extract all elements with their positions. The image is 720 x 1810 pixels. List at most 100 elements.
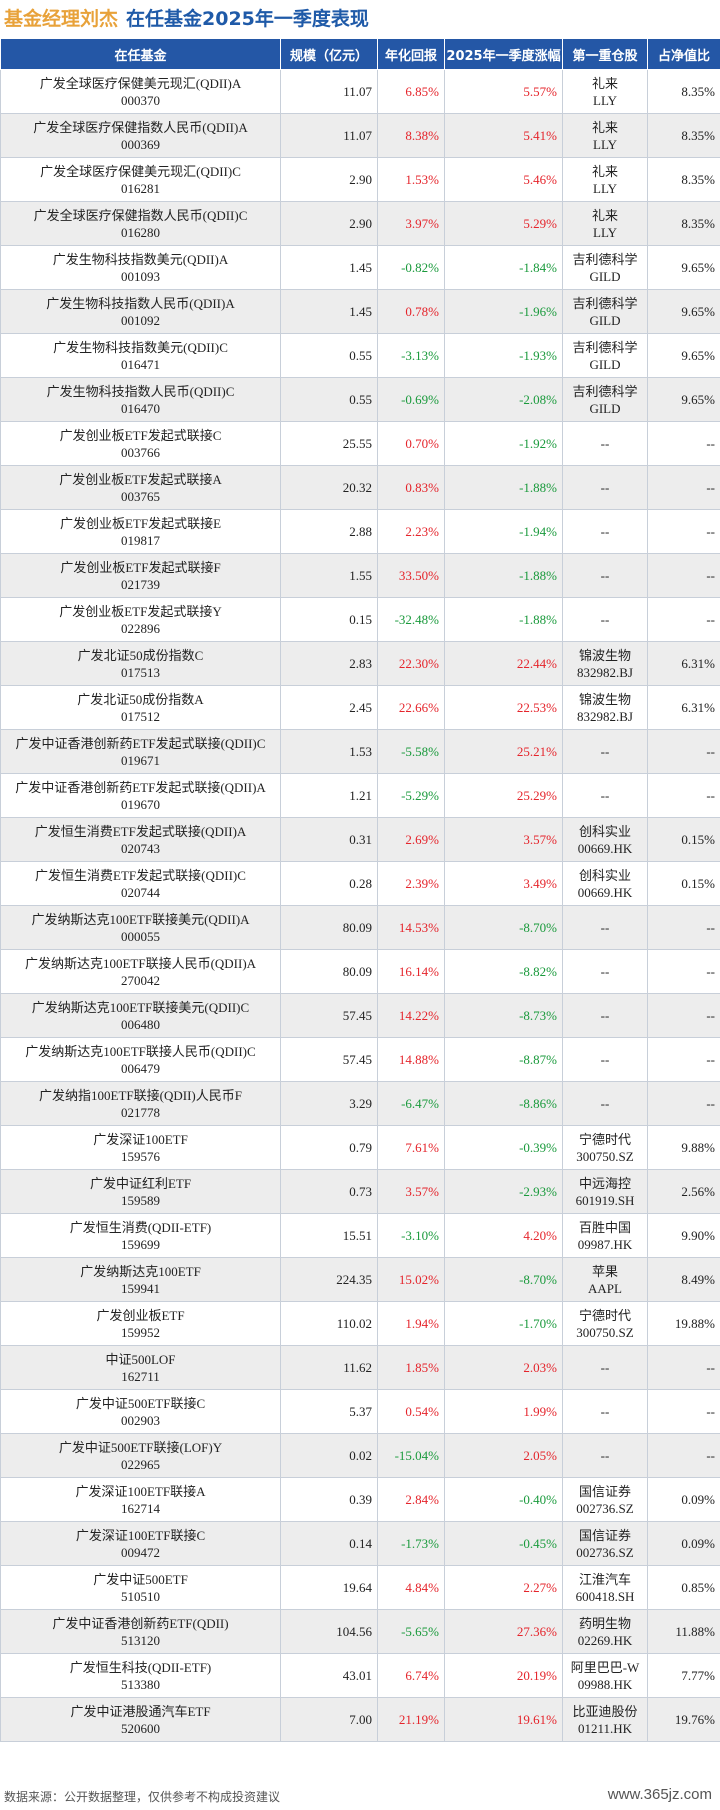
q1-change: 22.44% bbox=[444, 641, 563, 686]
table-row[interactable]: 广发创业板ETF发起式联接A 003765 20.32 0.83% -1.88% -- -- bbox=[0, 465, 720, 510]
table-row[interactable]: 广发深证100ETF联接C 009472 0.14 -1.73% -0.45% 国信证券 0… bbox=[0, 1521, 720, 1566]
top-holding-code: LLY bbox=[593, 92, 617, 108]
fund-name-cell: 广发中证500ETF联接C 002903 bbox=[0, 1389, 281, 1434]
col-header-q1-change[interactable]: 2025年一季度涨幅 bbox=[444, 38, 563, 70]
fund-name-cell: 广发创业板ETF发起式联接Y 022896 bbox=[0, 597, 281, 642]
table-row[interactable]: 广发生物科技指数人民币(QDII)A 001092 1.45 0.78% -1.96% 吉… bbox=[0, 289, 720, 334]
top-holding-cell: -- bbox=[562, 773, 648, 818]
fund-name-cell: 广发北证50成份指数A 017512 bbox=[0, 685, 281, 730]
table-row[interactable]: 广发全球医疗保健指数人民币(QDII)A 000369 11.07 8.38% 5.41… bbox=[0, 113, 720, 158]
fund-scale: 2.90 bbox=[280, 201, 378, 246]
top-holding-code: AAPL bbox=[588, 1280, 622, 1296]
col-header-top-holding[interactable]: 第一重仓股 bbox=[562, 38, 648, 70]
holding-ratio: -- bbox=[647, 1081, 720, 1126]
top-holding-name: 礼来 bbox=[591, 75, 618, 91]
fund-name: 广发深证100ETF联接A bbox=[75, 1483, 206, 1499]
q1-change: 25.21% bbox=[444, 729, 563, 774]
table-row[interactable]: 广发全球医疗保健美元现汇(QDII)C 016281 2.90 1.53% 5.46% 礼… bbox=[0, 157, 720, 202]
table-row[interactable]: 广发中证500ETF联接(LOF)Y 022965 0.02 -15.04% 2.05%… bbox=[0, 1433, 720, 1478]
top-holding-code: 09988.HK bbox=[577, 1676, 633, 1692]
table-row[interactable]: 广发北证50成份指数A 017512 2.45 22.66% 22.53% 锦波生物 832… bbox=[0, 685, 720, 730]
table-row[interactable]: 广发纳斯达克100ETF联接美元(QDII)C 006480 57.45 14.22%… bbox=[0, 993, 720, 1038]
table-row[interactable]: 广发生物科技指数美元(QDII)A 001093 1.45 -0.82% -1.84% 吉… bbox=[0, 245, 720, 290]
table-row[interactable]: 广发恒生消费ETF发起式联接(QDII)A 020743 0.31 2.69% 3.57… bbox=[0, 817, 720, 862]
table-row[interactable]: 广发中证香港创新药ETF(QDII) 513120 104.56 -5.65% 27.3… bbox=[0, 1609, 720, 1654]
annual-return: 14.53% bbox=[377, 905, 445, 950]
col-header-annual-return[interactable]: 年化回报 bbox=[377, 38, 445, 70]
fund-name-cell: 广发生物科技指数美元(QDII)C 016471 bbox=[0, 333, 281, 378]
holding-ratio: -- bbox=[647, 729, 720, 774]
fund-code: 000055 bbox=[121, 928, 160, 944]
fund-code: 003766 bbox=[121, 444, 160, 460]
table-row[interactable]: 广发创业板ETF 159952 110.02 1.94% -1.70% 宁德时代 30075… bbox=[0, 1301, 720, 1346]
table-row[interactable]: 广发纳斯达克100ETF联接人民币(QDII)C 006479 57.45 14.88… bbox=[0, 1037, 720, 1082]
table-row[interactable]: 广发全球医疗保健指数人民币(QDII)C 016280 2.90 3.97% 5.29%… bbox=[0, 201, 720, 246]
q1-change: 2.27% bbox=[444, 1565, 563, 1610]
table-row[interactable]: 广发中证500ETF联接C 002903 5.37 0.54% 1.99% -- -- bbox=[0, 1389, 720, 1434]
top-holding-cell: 宁德时代 300750.SZ bbox=[562, 1301, 648, 1346]
annual-return: 33.50% bbox=[377, 553, 445, 598]
table-row[interactable]: 广发中证港股通汽车ETF 520600 7.00 21.19% 19.61% 比亚迪股份 0… bbox=[0, 1697, 720, 1742]
fund-name-cell: 广发纳指100ETF联接(QDII)人民币F 021778 bbox=[0, 1081, 281, 1126]
table-row[interactable]: 广发中证香港创新药ETF发起式联接(QDII)A 019670 1.21 -5.29%… bbox=[0, 773, 720, 818]
top-holding-code: GILD bbox=[589, 268, 621, 284]
table-row[interactable]: 广发恒生消费(QDII-ETF) 159699 15.51 -3.10% 4.20% 百胜… bbox=[0, 1213, 720, 1258]
fund-code: 159699 bbox=[121, 1236, 160, 1252]
fund-code: 510510 bbox=[121, 1588, 160, 1604]
fund-name-cell: 广发创业板ETF发起式联接C 003766 bbox=[0, 421, 281, 466]
top-holding-cell: -- bbox=[562, 1433, 648, 1478]
fund-name: 广发深证100ETF联接C bbox=[75, 1527, 206, 1543]
annual-return: -3.13% bbox=[377, 333, 445, 378]
col-header-scale[interactable]: 规模（亿元） bbox=[280, 38, 378, 70]
col-header-fund[interactable]: 在任基金 bbox=[0, 38, 281, 70]
fund-code: 513120 bbox=[121, 1632, 160, 1648]
fund-scale: 0.14 bbox=[280, 1521, 378, 1566]
table-body: 广发全球医疗保健美元现汇(QDII)A 000370 11.07 6.85% 5.57%… bbox=[0, 69, 720, 1742]
table-row[interactable]: 广发纳斯达克100ETF联接人民币(QDII)A 270042 80.09 16.14… bbox=[0, 949, 720, 994]
fund-name: 广发创业板ETF发起式联接A bbox=[59, 471, 222, 487]
fund-code: 022896 bbox=[121, 620, 160, 636]
fund-name: 广发生物科技指数人民币(QDII)C bbox=[46, 383, 235, 399]
table-row[interactable]: 广发生物科技指数美元(QDII)C 016471 0.55 -3.13% -1.93% 吉… bbox=[0, 333, 720, 378]
fund-name: 广发中证500ETF bbox=[93, 1571, 188, 1587]
table-row[interactable]: 广发创业板ETF发起式联接C 003766 25.55 0.70% -1.92% -- -- bbox=[0, 421, 720, 466]
table-row[interactable]: 中证500LOF 162711 11.62 1.85% 2.03% -- -- bbox=[0, 1345, 720, 1390]
fund-code: 162711 bbox=[121, 1368, 160, 1384]
top-holding-name: 阿里巴巴-W bbox=[570, 1659, 640, 1675]
fund-code: 019671 bbox=[121, 752, 160, 768]
table-row[interactable]: 广发纳斯达克100ETF联接美元(QDII)A 000055 80.09 14.53%… bbox=[0, 905, 720, 950]
annual-return: -5.29% bbox=[377, 773, 445, 818]
table-row[interactable]: 广发中证500ETF 510510 19.64 4.84% 2.27% 江淮汽车 60041… bbox=[0, 1565, 720, 1610]
table-row[interactable]: 广发生物科技指数人民币(QDII)C 016470 0.55 -0.69% -2.08%… bbox=[0, 377, 720, 422]
table-row[interactable]: 广发恒生科技(QDII-ETF) 513380 43.01 6.74% 20.19% 阿里… bbox=[0, 1653, 720, 1698]
table-row[interactable]: 广发创业板ETF发起式联接E 019817 2.88 2.23% -1.94% -- -- bbox=[0, 509, 720, 554]
table-row[interactable]: 广发深证100ETF联接A 162714 0.39 2.84% -0.40% 国信证券 00… bbox=[0, 1477, 720, 1522]
fund-name-cell: 广发纳斯达克100ETF联接人民币(QDII)C 006479 bbox=[0, 1037, 281, 1082]
annual-return: 22.30% bbox=[377, 641, 445, 686]
table-row[interactable]: 广发创业板ETF发起式联接Y 022896 0.15 -32.48% -1.88% -- -… bbox=[0, 597, 720, 642]
annual-return: 2.23% bbox=[377, 509, 445, 554]
table-row[interactable]: 广发纳斯达克100ETF 159941 224.35 15.02% -8.70% 苹果 AA… bbox=[0, 1257, 720, 1302]
fund-scale: 104.56 bbox=[280, 1609, 378, 1654]
table-row[interactable]: 广发中证红利ETF 159589 0.73 3.57% -2.93% 中远海控 601919… bbox=[0, 1169, 720, 1214]
q1-change: 20.19% bbox=[444, 1653, 563, 1698]
table-row[interactable]: 广发创业板ETF发起式联接F 021739 1.55 33.50% -1.88% -- -- bbox=[0, 553, 720, 598]
fund-code: 000370 bbox=[121, 92, 160, 108]
top-holding-code: 832982.BJ bbox=[577, 708, 633, 724]
fund-code: 016281 bbox=[121, 180, 160, 196]
top-holding-code: GILD bbox=[589, 400, 621, 416]
holding-ratio: -- bbox=[647, 421, 720, 466]
holding-ratio: 9.88% bbox=[647, 1125, 720, 1170]
holding-ratio: -- bbox=[647, 1389, 720, 1434]
fund-name: 广发生物科技指数美元(QDII)A bbox=[52, 251, 229, 267]
fund-name: 广发纳斯达克100ETF联接美元(QDII)C bbox=[31, 999, 250, 1015]
table-row[interactable]: 广发中证香港创新药ETF发起式联接(QDII)C 019671 1.53 -5.58%… bbox=[0, 729, 720, 774]
table-row[interactable]: 广发北证50成份指数C 017513 2.83 22.30% 22.44% 锦波生物 832… bbox=[0, 641, 720, 686]
table-row[interactable]: 广发深证100ETF 159576 0.79 7.61% -0.39% 宁德时代 30075… bbox=[0, 1125, 720, 1170]
holding-ratio: 8.35% bbox=[647, 201, 720, 246]
col-header-ratio[interactable]: 占净值比 bbox=[647, 38, 720, 70]
table-row[interactable]: 广发恒生消费ETF发起式联接(QDII)C 020744 0.28 2.39% 3.49… bbox=[0, 861, 720, 906]
table-row[interactable]: 广发全球医疗保健美元现汇(QDII)A 000370 11.07 6.85% 5.57%… bbox=[0, 69, 720, 114]
fund-scale: 0.15 bbox=[280, 597, 378, 642]
table-row[interactable]: 广发纳指100ETF联接(QDII)人民币F 021778 3.29 -6.47% -8… bbox=[0, 1081, 720, 1126]
